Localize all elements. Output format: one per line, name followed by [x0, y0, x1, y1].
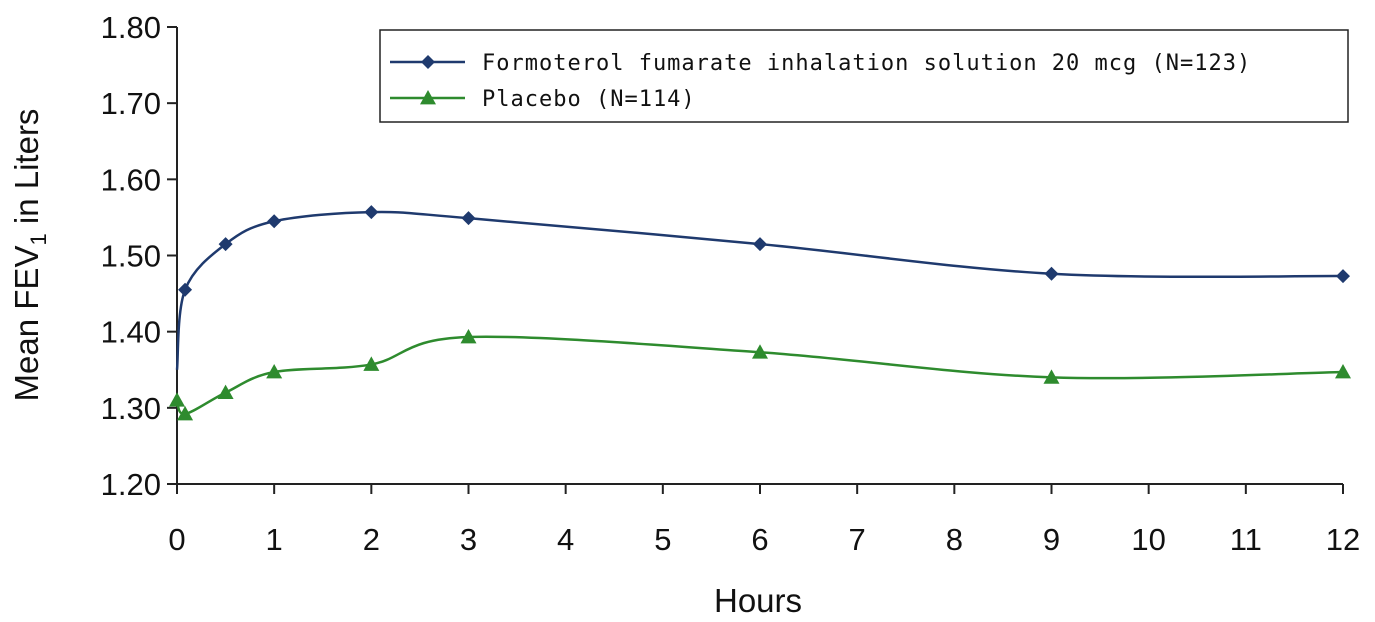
legend-label: Formoterol fumarate inhalation solution … [482, 51, 1251, 76]
series-1-point [267, 214, 282, 229]
series-2-point [460, 328, 477, 344]
y-axis-title: Mean FEV1 in Liters [8, 109, 51, 402]
series-2-point [177, 405, 194, 421]
series-2-point [266, 364, 283, 379]
y-tick-label: 1.20 [101, 467, 161, 502]
series-1-point [1044, 266, 1059, 281]
y-tick-label: 1.50 [101, 239, 161, 274]
x-tick-label: 4 [557, 522, 574, 557]
series-1-point [753, 237, 767, 252]
series-2-point [752, 344, 768, 359]
y-tick-label: 1.70 [101, 86, 161, 121]
legend-swatch-marker [420, 90, 436, 105]
y-tick-label: 1.60 [101, 162, 161, 197]
x-axis-title: Hours [714, 582, 802, 619]
series-2-point [363, 356, 380, 371]
series-1-point [178, 282, 193, 297]
x-tick-label: 1 [266, 522, 283, 557]
x-tick-label: 6 [751, 522, 768, 557]
x-tick-label: 11 [1230, 522, 1262, 557]
series-1-point [364, 205, 379, 220]
series-2-point [1335, 364, 1351, 379]
series-2-point [169, 392, 185, 407]
x-tick-label: 2 [363, 522, 380, 557]
x-tick-label: 3 [460, 522, 477, 557]
legend-swatch-marker [421, 55, 435, 69]
y-axis-title-suffix: in Liters [8, 109, 45, 234]
series-1-point [218, 237, 233, 252]
axes: 1.201.301.401.501.601.701.800 1 2 3 4 5 6 7 8 9 10… [101, 10, 1361, 557]
legend-label: Placebo (N=114) [482, 87, 696, 112]
x-tick-label: 10 [1131, 522, 1165, 557]
legend-box [379, 29, 1349, 123]
legend: Formoterol fumarate inhalation solution … [379, 29, 1349, 123]
y-tick-label: 1.40 [101, 315, 161, 350]
y-tick-label: 1.30 [101, 391, 161, 426]
x-tick-label: 7 [849, 522, 866, 557]
series-1-point [461, 211, 476, 226]
series-2-point [217, 384, 234, 399]
y-axis-title-subscript: 1 [26, 233, 51, 245]
y-tick-label: 1.80 [101, 10, 161, 45]
x-tick-label: 8 [946, 522, 963, 557]
x-tick-label: 0 [168, 522, 185, 557]
y-axis-title-prefix: Mean FEV [8, 246, 45, 402]
x-tick-label: 9 [1043, 522, 1060, 557]
x-tick-label: 5 [654, 522, 671, 557]
series-2-point [1043, 369, 1060, 384]
series-1-point [1336, 269, 1350, 284]
series-markers [169, 205, 1351, 421]
x-tick-label: 12 [1326, 522, 1360, 557]
